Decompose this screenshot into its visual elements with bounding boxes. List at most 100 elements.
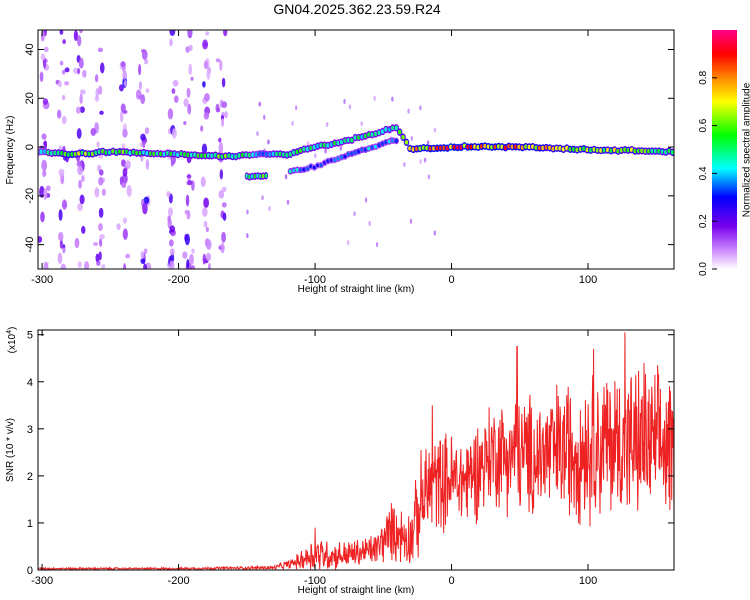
colorbar-tick-label: 0.2 [698, 214, 709, 228]
noise-speck [58, 168, 65, 177]
noise-speck [185, 194, 190, 207]
noise-speck [261, 195, 264, 201]
noise-speck [62, 94, 66, 101]
noise-speck [79, 30, 83, 34]
noise-speck [77, 165, 83, 176]
noise-speck [324, 148, 327, 154]
noise-speck [306, 141, 310, 147]
noise-speck [62, 39, 66, 45]
noise-speck [215, 58, 221, 63]
snr-frame [37, 329, 675, 571]
noise-speck [140, 48, 146, 53]
noise-speck [43, 140, 47, 146]
noise-speck [126, 185, 132, 197]
noise-speck [140, 94, 146, 105]
noise-speck [79, 194, 85, 205]
colorbar-tick-label: 0.4 [698, 166, 709, 180]
noise-speck [169, 248, 175, 256]
noise-speck [81, 225, 86, 234]
noise-speck [291, 120, 294, 126]
noise-speck [284, 174, 288, 180]
noise-speck [346, 240, 350, 246]
noise-speck [73, 67, 79, 74]
noise-speck [201, 143, 208, 155]
noise-speck [167, 108, 174, 120]
noise-speck [221, 202, 227, 208]
snr-x-label: Height of straight line (km) [298, 585, 415, 596]
noise-speck [168, 239, 174, 247]
noise-speck [59, 30, 64, 35]
noise-speck [123, 80, 128, 87]
x-tick-label: 0 [448, 575, 454, 587]
noise-speck [73, 30, 79, 42]
noise-speck [95, 253, 100, 263]
noise-speck [119, 110, 124, 123]
noise-speck [200, 125, 204, 132]
noise-speck [140, 250, 144, 260]
noise-speck [79, 93, 83, 105]
snr-panel: -300 -200 -100 0 100 0 1 2 3 4 5 Height of straig… [5, 327, 675, 596]
noise-speck [144, 58, 149, 65]
noise-speck [187, 179, 193, 186]
noise-speck [120, 159, 126, 167]
noise-speck [64, 81, 70, 86]
noise-speck [419, 105, 422, 111]
noise-speck [364, 197, 368, 203]
noise-speck [186, 174, 192, 179]
noise-speck [218, 189, 225, 199]
noise-speck [145, 88, 150, 93]
noise-speck [207, 262, 211, 269]
noise-speck [403, 162, 406, 168]
colorbar-tick-label: 0.0 [698, 262, 709, 276]
noise-speck [84, 260, 90, 269]
noise-speck [61, 199, 68, 210]
noise-speck [294, 105, 298, 111]
y-tick-label: 1 [27, 518, 33, 530]
noise-speck [373, 95, 376, 101]
spectrogram-x-label: Height of straight line (km) [298, 284, 415, 295]
noise-speck [77, 67, 81, 75]
noise-speck [96, 141, 100, 148]
noise-speck [119, 84, 124, 92]
noise-speck [325, 122, 329, 128]
noise-speck [391, 96, 394, 102]
noise-speck [433, 127, 437, 133]
noise-speck [183, 98, 189, 108]
trace-core [670, 150, 674, 155]
noise-speck [98, 251, 102, 261]
noise-speck [219, 169, 224, 180]
noise-speck [119, 176, 123, 186]
trace-core [394, 139, 399, 143]
trace-core [350, 138, 354, 143]
noise-speck [375, 242, 379, 248]
noise-speck [173, 95, 179, 103]
noise-speck [267, 139, 270, 145]
noise-speck [99, 238, 103, 247]
noise-speck [183, 121, 187, 126]
noise-speck [202, 253, 206, 265]
noise-speck [64, 67, 70, 73]
noise-speck [204, 93, 210, 102]
noise-speck [120, 61, 126, 68]
noise-speck [339, 145, 343, 151]
noise-speck [74, 237, 80, 249]
noise-speck [121, 173, 128, 184]
noise-speck [256, 131, 259, 137]
noise-speck [135, 89, 142, 100]
noise-speck [191, 248, 195, 254]
noise-speck [123, 263, 127, 269]
chart-title: GN04.2025.362.23.59.R24 [273, 1, 441, 17]
noise-speck [221, 101, 228, 109]
snr-y-ticks: 0 1 2 3 4 5 [27, 330, 674, 577]
noise-speck [202, 207, 208, 217]
noise-speck [353, 211, 356, 217]
noise-speck [57, 80, 62, 88]
noise-speck [93, 241, 99, 246]
x-tick-label: 0 [448, 274, 454, 286]
noise-speck [169, 260, 175, 269]
noise-speck [78, 57, 84, 69]
noise-speck [182, 251, 188, 259]
noise-speck [202, 39, 209, 50]
noise-speck [94, 74, 99, 83]
